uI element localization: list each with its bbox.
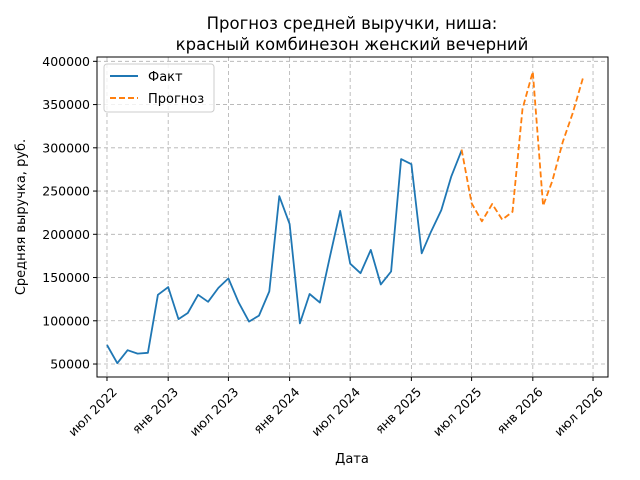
x-tick-label: июл 2022 xyxy=(65,384,120,439)
y-axis-ticks: 50000 100000 150000 200000 250000 300000 35000… xyxy=(42,54,97,372)
plot-frame xyxy=(96,56,609,378)
series-line-forecast xyxy=(460,70,584,223)
x-tick-label: июл 2026 xyxy=(551,384,606,439)
series-line-fact xyxy=(106,150,463,365)
y-tick-label: 400000 xyxy=(42,54,90,69)
chart-title-line-2: красный комбинезон женский вечерний xyxy=(176,35,529,54)
x-tick-label: янв 2024 xyxy=(250,384,302,436)
chart-title-line-1: Прогноз средней выручки, ниша: xyxy=(207,14,498,33)
x-axis-ticks: июл 2022 янв 2023 июл 2023 янв 2024 июл 2024… xyxy=(65,377,606,439)
y-tick-label: 200000 xyxy=(42,227,90,242)
x-tick-label: июл 2025 xyxy=(430,384,485,439)
y-tick-label: 100000 xyxy=(42,313,90,328)
x-tick-label: июл 2023 xyxy=(187,384,242,439)
y-tick-label: 350000 xyxy=(42,97,90,112)
y-tick-label: 250000 xyxy=(42,184,90,199)
legend-label-fact: Факт xyxy=(148,70,183,85)
x-tick-label: янв 2023 xyxy=(129,384,181,436)
legend: Факт Прогноз xyxy=(103,63,215,113)
x-tick-label: янв 2026 xyxy=(493,384,545,436)
y-tick-label: 50000 xyxy=(50,357,90,372)
series-layer xyxy=(106,70,584,365)
x-tick-label: июл 2024 xyxy=(308,384,363,439)
y-tick-label: 150000 xyxy=(42,270,90,285)
y-tick-label: 300000 xyxy=(42,140,90,155)
y-axis-label: Средняя выручка, руб. xyxy=(14,139,29,295)
x-tick-label: янв 2025 xyxy=(372,384,424,436)
x-axis-label: Дата xyxy=(335,452,369,467)
legend-label-forecast: Прогноз xyxy=(148,92,204,107)
